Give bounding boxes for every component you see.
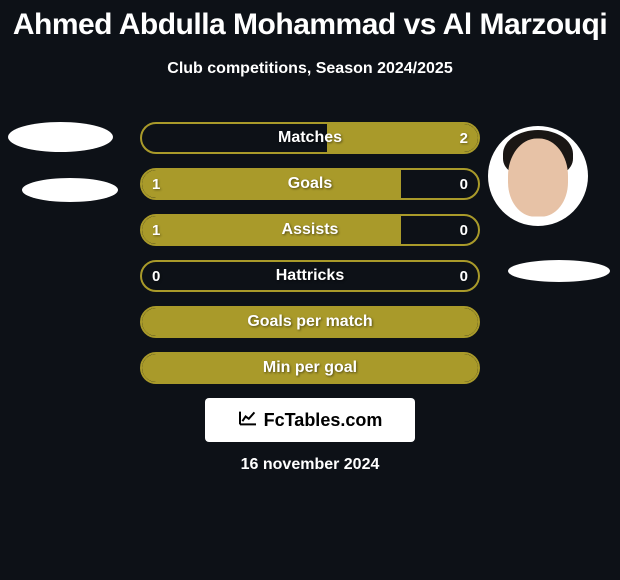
stat-label: Goals per match <box>142 313 478 331</box>
comparison-bars: 2Matches 10Goals 10Assists 00Hattricks Goals… <box>140 122 480 398</box>
player-right-avatar-shape-2 <box>508 260 610 282</box>
page-subtitle: Club competitions, Season 2024/2025 <box>0 60 620 78</box>
stat-label: Goals <box>142 175 478 193</box>
brand-text: FcTables.com <box>264 410 383 431</box>
stat-row: 00Hattricks <box>140 260 480 292</box>
stat-label: Assists <box>142 221 478 239</box>
stat-label: Hattricks <box>142 267 478 285</box>
page-title: Ahmed Abdulla Mohammad vs Al Marzouqi <box>0 0 620 42</box>
stat-row: 10Assists <box>140 214 480 246</box>
avatar-face <box>508 139 568 217</box>
stat-row: 2Matches <box>140 122 480 154</box>
chart-icon <box>238 410 258 431</box>
stat-row: Min per goal <box>140 352 480 384</box>
stat-row: Goals per match <box>140 306 480 338</box>
player-left-avatar-shape-2 <box>22 178 118 202</box>
player-right-avatar <box>488 126 588 226</box>
footer-date: 16 november 2024 <box>0 456 620 474</box>
brand-badge[interactable]: FcTables.com <box>205 398 415 442</box>
stat-label: Min per goal <box>142 359 478 377</box>
stat-label: Matches <box>142 129 478 147</box>
player-left-avatar-shape-1 <box>8 122 113 152</box>
stat-row: 10Goals <box>140 168 480 200</box>
